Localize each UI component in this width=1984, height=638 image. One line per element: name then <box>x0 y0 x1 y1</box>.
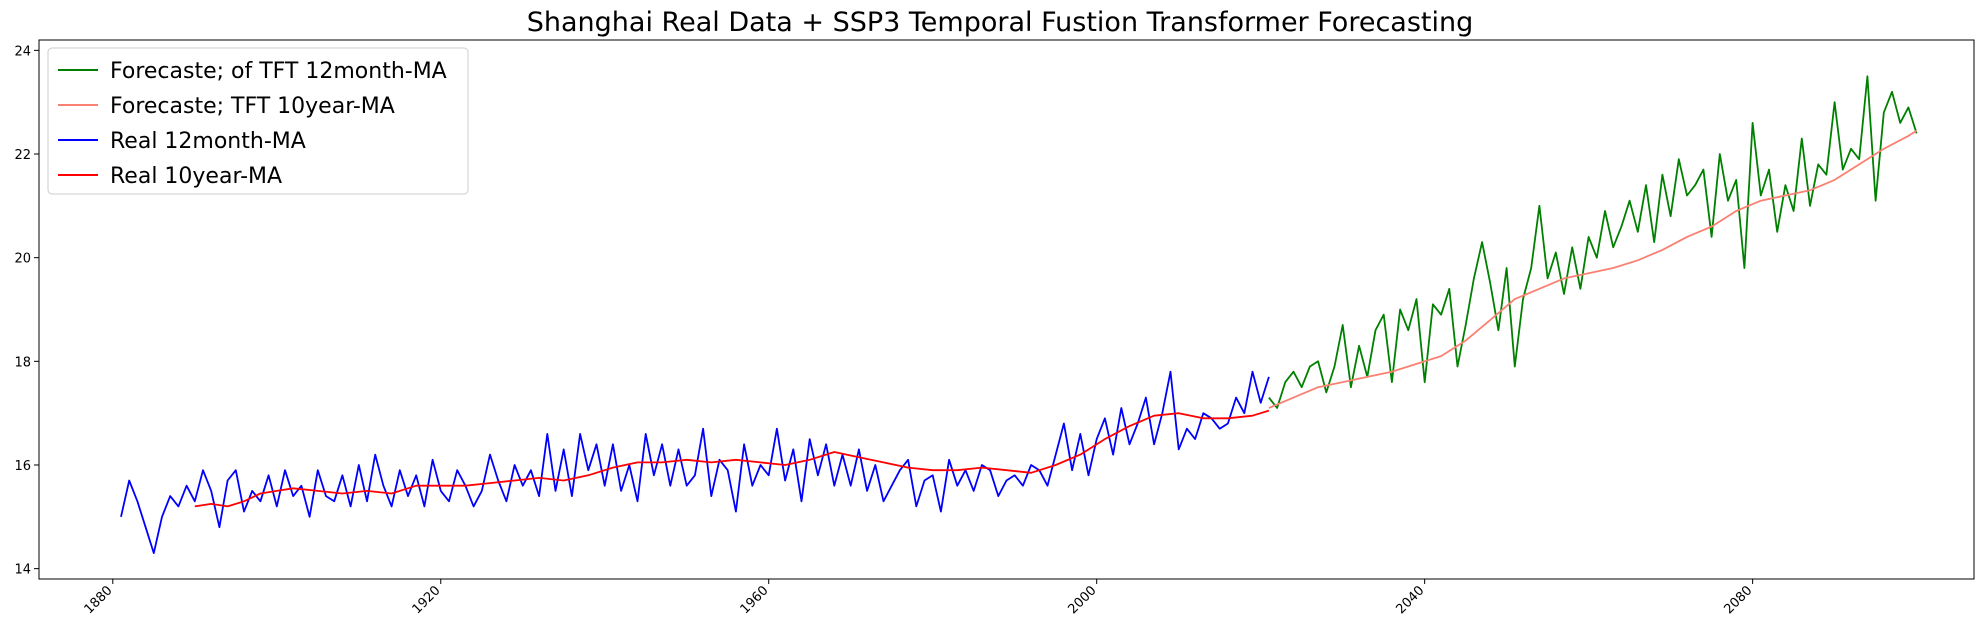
x-tick-label: 2040 <box>1393 583 1427 617</box>
series-line-1 <box>1268 129 1918 409</box>
series-line-3 <box>194 409 1270 508</box>
legend[interactable]: Forecaste; of TFT 12month-MA Forecaste; T… <box>47 47 469 195</box>
y-tick-label: 24 <box>14 44 31 59</box>
x-tick-label: 1880 <box>82 583 116 617</box>
plot-frame <box>38 39 1975 580</box>
y-tick-label: 14 <box>14 563 31 578</box>
series-line-2 <box>120 370 1270 554</box>
x-tick-label: 1920 <box>410 583 444 617</box>
y-tick-label: 18 <box>14 355 31 370</box>
y-tick-label: 22 <box>14 148 31 163</box>
plot-area <box>120 75 1918 554</box>
y-tick-label: 20 <box>14 252 31 267</box>
series-line-0 <box>1268 75 1918 409</box>
chart-title: Shanghai Real Data + SSP3 Temporal Fusti… <box>527 7 1474 38</box>
legend-label: Forecaste; TFT 10year-MA <box>110 94 395 119</box>
legend-label: Forecaste; of TFT 12month-MA <box>110 59 447 84</box>
x-tick-label: 2000 <box>1066 583 1100 617</box>
legend-box <box>47 47 469 195</box>
x-tick-label: 1960 <box>738 583 772 617</box>
y-tick-label: 16 <box>14 459 31 474</box>
legend-label: Real 10year-MA <box>110 164 282 189</box>
x-tick-label: 2080 <box>1721 583 1755 617</box>
legend-label: Real 12month-MA <box>110 129 306 154</box>
